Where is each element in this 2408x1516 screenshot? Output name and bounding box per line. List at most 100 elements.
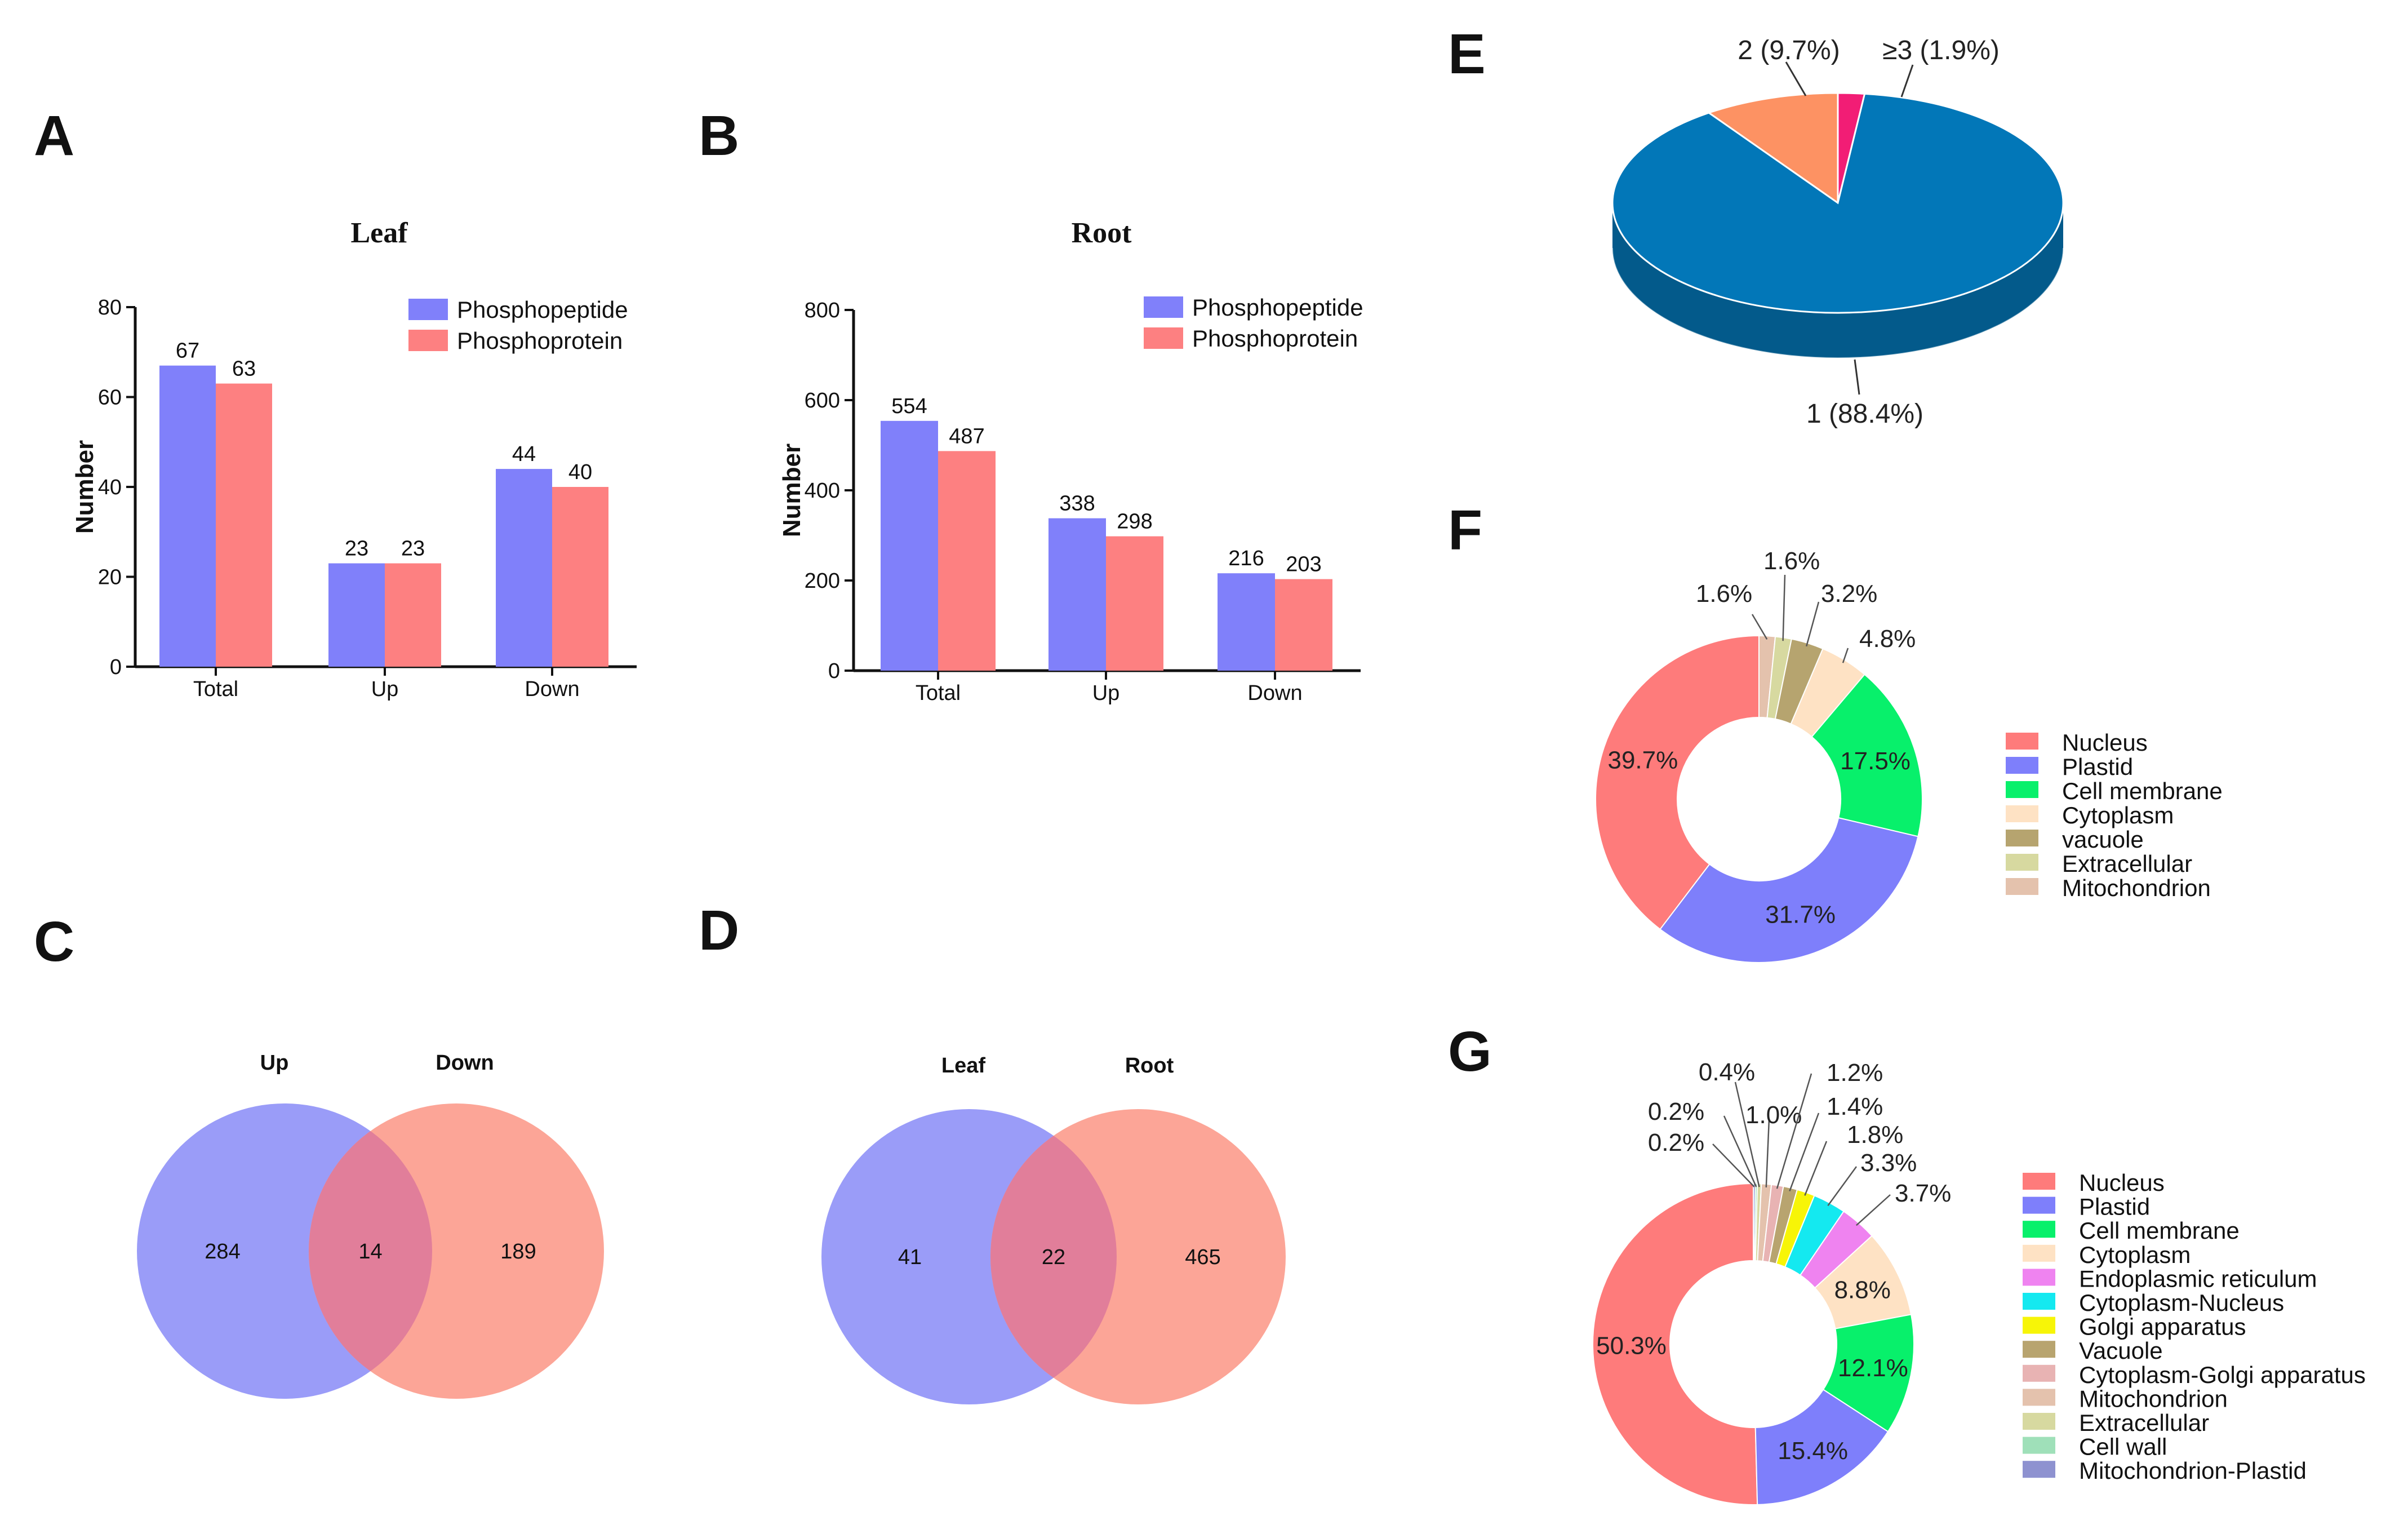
pie-chart-3d: 2 (9.7%) ≥3 (1.9%) 1 (88.4%) bbox=[1611, 36, 2064, 429]
venn-set-label-right: Down bbox=[436, 1051, 494, 1075]
bar-phosphopeptide bbox=[159, 365, 216, 667]
legend-swatch bbox=[2023, 1437, 2055, 1454]
donut-label: 1.6% bbox=[1696, 580, 1752, 608]
pie-label-slice: ≥3 (1.9%) bbox=[1882, 36, 2000, 65]
pie-leader-line bbox=[1900, 64, 1914, 97]
legend-swatch bbox=[1144, 327, 1183, 349]
bar-value-label: 487 bbox=[949, 424, 984, 448]
y-tick-label: 60 bbox=[98, 386, 122, 410]
pie-label-slice: 2 (9.7%) bbox=[1738, 36, 1840, 65]
bar-phosphopeptide bbox=[1048, 518, 1106, 671]
venn-leaf-root: Leaf Root 41 22 465 bbox=[821, 1054, 1286, 1404]
bar-chart-root: Root Number 0 200 400 600 800 Total 554 487 Up 338 2… bbox=[778, 217, 1363, 705]
venn-count-left: 284 bbox=[205, 1240, 240, 1264]
bar-value-label: 23 bbox=[345, 537, 368, 561]
bar-value-label: 40 bbox=[568, 460, 592, 484]
donut-leader-line bbox=[1723, 1115, 1757, 1187]
donut-slice bbox=[1754, 1389, 1889, 1505]
panel-letter-b: B bbox=[699, 104, 739, 167]
panel-letter-f: F bbox=[1448, 499, 1482, 562]
y-tick-label: 40 bbox=[98, 476, 122, 499]
legend-swatch bbox=[2023, 1244, 2055, 1262]
y-tick-label: 20 bbox=[98, 566, 122, 589]
venn-count-right: 189 bbox=[500, 1240, 536, 1264]
legend-label: Cytoplasm-Golgi apparatus bbox=[2079, 1362, 2366, 1388]
donut-leader-line bbox=[1776, 1073, 1812, 1189]
donut-label: 17.5% bbox=[1840, 747, 1911, 775]
bar-value-label: 203 bbox=[1286, 553, 1321, 577]
legend-swatch bbox=[2023, 1173, 2055, 1190]
donut-leader-line bbox=[1842, 648, 1849, 663]
donut-label: 3.7% bbox=[1895, 1180, 1951, 1207]
legend-label: Cell membrane bbox=[2079, 1217, 2240, 1244]
donut-leader-line bbox=[1806, 601, 1820, 647]
donut-label: 50.3% bbox=[1596, 1332, 1667, 1360]
pie-side bbox=[1612, 203, 2063, 358]
legend-label: Plastid bbox=[2062, 753, 2133, 780]
venn-count-right: 465 bbox=[1185, 1245, 1220, 1269]
legend-label: Golgi apparatus bbox=[2079, 1314, 2246, 1340]
legend-swatch bbox=[2023, 1389, 2055, 1406]
legend-swatch bbox=[2023, 1269, 2055, 1286]
pie-side-edge bbox=[1612, 247, 2064, 358]
legend-swatch bbox=[408, 299, 448, 320]
bar-chart-leaf: Leaf Number 0 20 40 60 80 Total 67 63 Up 23 23 Down 44… bbox=[71, 217, 637, 701]
bar-phosphoprotein bbox=[216, 383, 272, 667]
legend-swatch bbox=[2006, 830, 2038, 846]
bar-value-label: 554 bbox=[891, 394, 927, 418]
x-tick-label: Total bbox=[193, 677, 238, 701]
y-axis-label: Number bbox=[778, 444, 806, 537]
donut-label: 0.4% bbox=[1699, 1058, 1755, 1086]
bar-phosphoprotein bbox=[1106, 536, 1163, 671]
legend-label: Phosphoprotein bbox=[1192, 325, 1358, 352]
bar-value-label: 44 bbox=[512, 442, 536, 466]
bar-value-label: 63 bbox=[232, 357, 256, 381]
legend-label: Cytoplasm bbox=[2079, 1242, 2191, 1268]
y-axis-label: Number bbox=[71, 440, 99, 534]
legend-swatch bbox=[2006, 878, 2038, 895]
bar-phosphoprotein bbox=[385, 563, 441, 667]
x-tick-label: Total bbox=[916, 681, 961, 705]
chart-title: Leaf bbox=[350, 217, 408, 249]
legend-label: Cytoplasm-Nucleus bbox=[2079, 1289, 2284, 1316]
legend-label: Cytoplasm bbox=[2062, 802, 2174, 828]
y-tick-label: 0 bbox=[110, 655, 122, 679]
pie-slice bbox=[1707, 92, 1839, 205]
bar-phosphopeptide bbox=[496, 469, 552, 667]
panel-letter-e: E bbox=[1448, 23, 1486, 86]
donut-slice bbox=[1811, 673, 1923, 837]
legend-label: Nucleus bbox=[2062, 729, 2148, 756]
legend-swatch bbox=[2023, 1413, 2055, 1430]
donut-slice bbox=[1659, 817, 1919, 963]
panel-letter-a: A bbox=[34, 104, 74, 167]
donut-label: 31.7% bbox=[1765, 901, 1836, 929]
x-tick-label: Down bbox=[525, 677, 579, 701]
venn-overlap bbox=[990, 1109, 1117, 1404]
legend-label: Nucleus bbox=[2079, 1169, 2165, 1196]
legend-label: Cell wall bbox=[2079, 1434, 2167, 1460]
donut-label: 12.1% bbox=[1838, 1354, 1908, 1382]
legend-label: Extracellular bbox=[2062, 850, 2192, 877]
legend-swatch bbox=[408, 330, 448, 351]
legend-label: Mitochondrion bbox=[2062, 875, 2211, 901]
legend-swatch bbox=[1144, 296, 1183, 318]
donut-leader-line bbox=[1804, 1141, 1828, 1196]
legend-swatch bbox=[2006, 805, 2038, 822]
y-tick-label: 80 bbox=[98, 296, 122, 320]
donut-leader-line bbox=[1855, 1194, 1891, 1226]
bar-phosphoprotein bbox=[938, 451, 996, 671]
legend-label: Phosphopeptide bbox=[457, 296, 628, 323]
legend-swatch bbox=[2006, 781, 2038, 798]
pie-leader-line bbox=[1854, 359, 1860, 395]
bar-phosphopeptide bbox=[1218, 573, 1275, 671]
donut-label: 0.2% bbox=[1648, 1129, 1704, 1156]
legend-label: Mitochondrion-Plastid bbox=[2079, 1457, 2307, 1484]
bar-phosphopeptide bbox=[881, 420, 938, 671]
y-tick-label: 600 bbox=[805, 389, 840, 413]
legend-label: Extracellular bbox=[2079, 1409, 2209, 1436]
donut-chart-f: 39.7%1.6%1.6%3.2%4.8%17.5%31.7%NucleusPl… bbox=[1595, 547, 2223, 963]
legend-label: vacuole bbox=[2062, 826, 2144, 853]
donut-label: 1.8% bbox=[1847, 1121, 1903, 1149]
donut-label: 1.2% bbox=[1827, 1059, 1883, 1087]
